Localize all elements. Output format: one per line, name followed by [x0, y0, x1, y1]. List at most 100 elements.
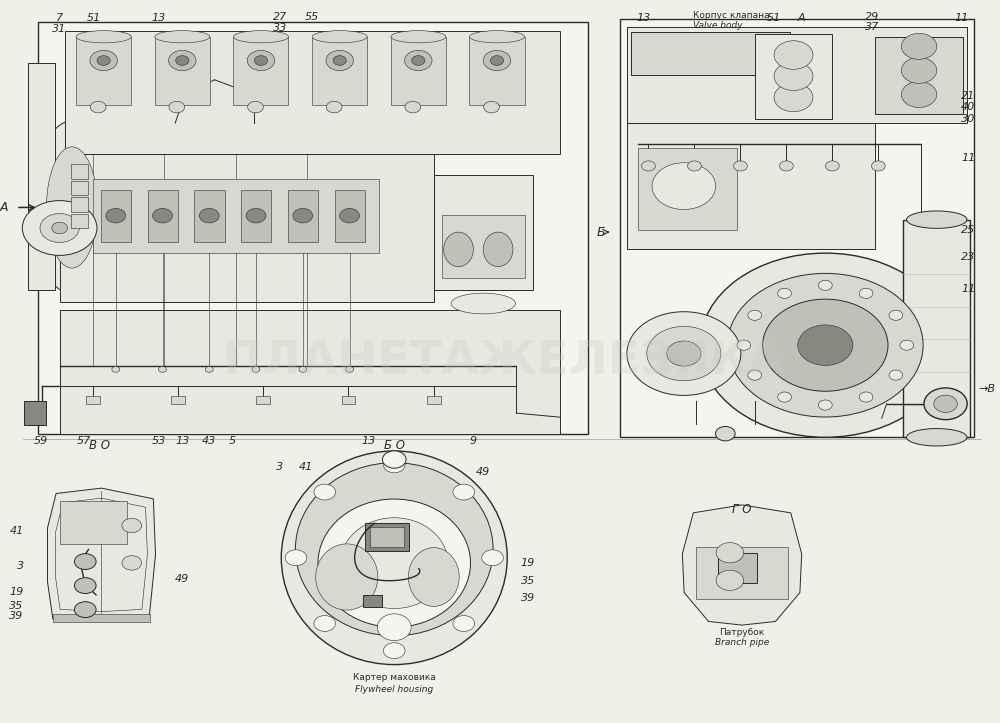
Ellipse shape [33, 121, 111, 294]
Circle shape [326, 51, 353, 71]
Text: 31: 31 [52, 24, 66, 34]
Polygon shape [47, 488, 156, 622]
Circle shape [112, 367, 120, 372]
Ellipse shape [444, 232, 473, 267]
Circle shape [482, 549, 503, 565]
Text: 35: 35 [521, 576, 535, 586]
Ellipse shape [451, 293, 515, 314]
Circle shape [901, 57, 937, 83]
Text: 49: 49 [476, 467, 490, 477]
Ellipse shape [483, 232, 513, 267]
Circle shape [716, 543, 744, 562]
Circle shape [52, 222, 67, 234]
Circle shape [169, 51, 196, 71]
Ellipse shape [312, 30, 367, 43]
Bar [696, 547, 788, 599]
Circle shape [774, 62, 813, 90]
Text: 41: 41 [299, 462, 313, 472]
Circle shape [383, 643, 405, 659]
Circle shape [780, 161, 793, 171]
Bar [53, 614, 150, 622]
Circle shape [872, 161, 885, 171]
Ellipse shape [408, 547, 459, 607]
Circle shape [74, 554, 96, 570]
Circle shape [453, 484, 475, 500]
Text: 3: 3 [276, 462, 284, 472]
Circle shape [293, 208, 313, 223]
Bar [171, 395, 185, 404]
Circle shape [248, 101, 263, 113]
Circle shape [285, 549, 307, 565]
Bar [718, 552, 757, 583]
Bar [65, 30, 560, 154]
Bar [71, 181, 88, 195]
Circle shape [490, 56, 504, 65]
Ellipse shape [316, 544, 378, 610]
Circle shape [326, 101, 342, 113]
Circle shape [176, 56, 189, 65]
Ellipse shape [295, 463, 493, 636]
Circle shape [122, 518, 142, 533]
Text: Патрубок: Патрубок [719, 628, 765, 637]
Text: 41: 41 [9, 526, 24, 536]
Polygon shape [682, 505, 802, 625]
Text: 19: 19 [521, 558, 535, 568]
Text: A: A [0, 201, 8, 214]
Text: 9: 9 [469, 436, 476, 446]
Bar [194, 189, 225, 241]
Text: 43: 43 [201, 436, 216, 446]
Circle shape [254, 56, 268, 65]
Circle shape [484, 101, 499, 113]
Circle shape [737, 340, 751, 350]
Circle shape [627, 312, 741, 395]
Bar [391, 37, 446, 105]
Circle shape [924, 388, 967, 419]
Text: 49: 49 [175, 574, 189, 584]
Text: 51: 51 [87, 13, 101, 23]
Bar [638, 148, 737, 230]
Bar [312, 37, 367, 105]
Bar [342, 395, 355, 404]
Text: Flywheel housing: Flywheel housing [355, 685, 433, 693]
Bar [363, 595, 382, 607]
Bar [60, 502, 127, 544]
Bar [148, 189, 178, 241]
Circle shape [74, 602, 96, 617]
Text: 40: 40 [961, 103, 975, 113]
Text: →В: →В [979, 384, 996, 394]
Circle shape [333, 56, 346, 65]
Text: 29: 29 [865, 12, 879, 22]
Circle shape [412, 56, 425, 65]
Circle shape [483, 51, 511, 71]
Text: Branch pipe: Branch pipe [715, 638, 769, 647]
Ellipse shape [233, 30, 288, 43]
Circle shape [74, 578, 96, 594]
Bar [60, 310, 560, 434]
Text: 53: 53 [151, 436, 166, 446]
Text: ПЛАНЕТАЖЕЛЕЗЯКА: ПЛАНЕТАЖЕЛЕЗЯКА [223, 339, 786, 384]
Text: 57: 57 [77, 436, 91, 446]
Text: Б: Б [596, 226, 605, 239]
Bar [233, 37, 288, 105]
Text: Б О: Б О [384, 440, 405, 453]
Bar [755, 34, 832, 119]
Bar [288, 189, 318, 241]
Circle shape [728, 273, 923, 417]
Circle shape [934, 395, 957, 412]
Circle shape [122, 556, 142, 570]
Text: 7: 7 [56, 13, 63, 23]
Text: Картер маховика: Картер маховика [353, 673, 436, 682]
Text: 23: 23 [961, 252, 975, 262]
Text: 55: 55 [305, 12, 319, 22]
Circle shape [818, 400, 832, 410]
Circle shape [246, 208, 266, 223]
Circle shape [97, 56, 110, 65]
Circle shape [299, 367, 307, 372]
Circle shape [90, 101, 106, 113]
Text: Valve body.: Valve body. [693, 22, 745, 30]
Circle shape [405, 51, 432, 71]
Text: 13: 13 [151, 13, 166, 23]
Bar [442, 215, 525, 278]
Circle shape [247, 51, 275, 71]
Text: В О: В О [89, 440, 110, 453]
